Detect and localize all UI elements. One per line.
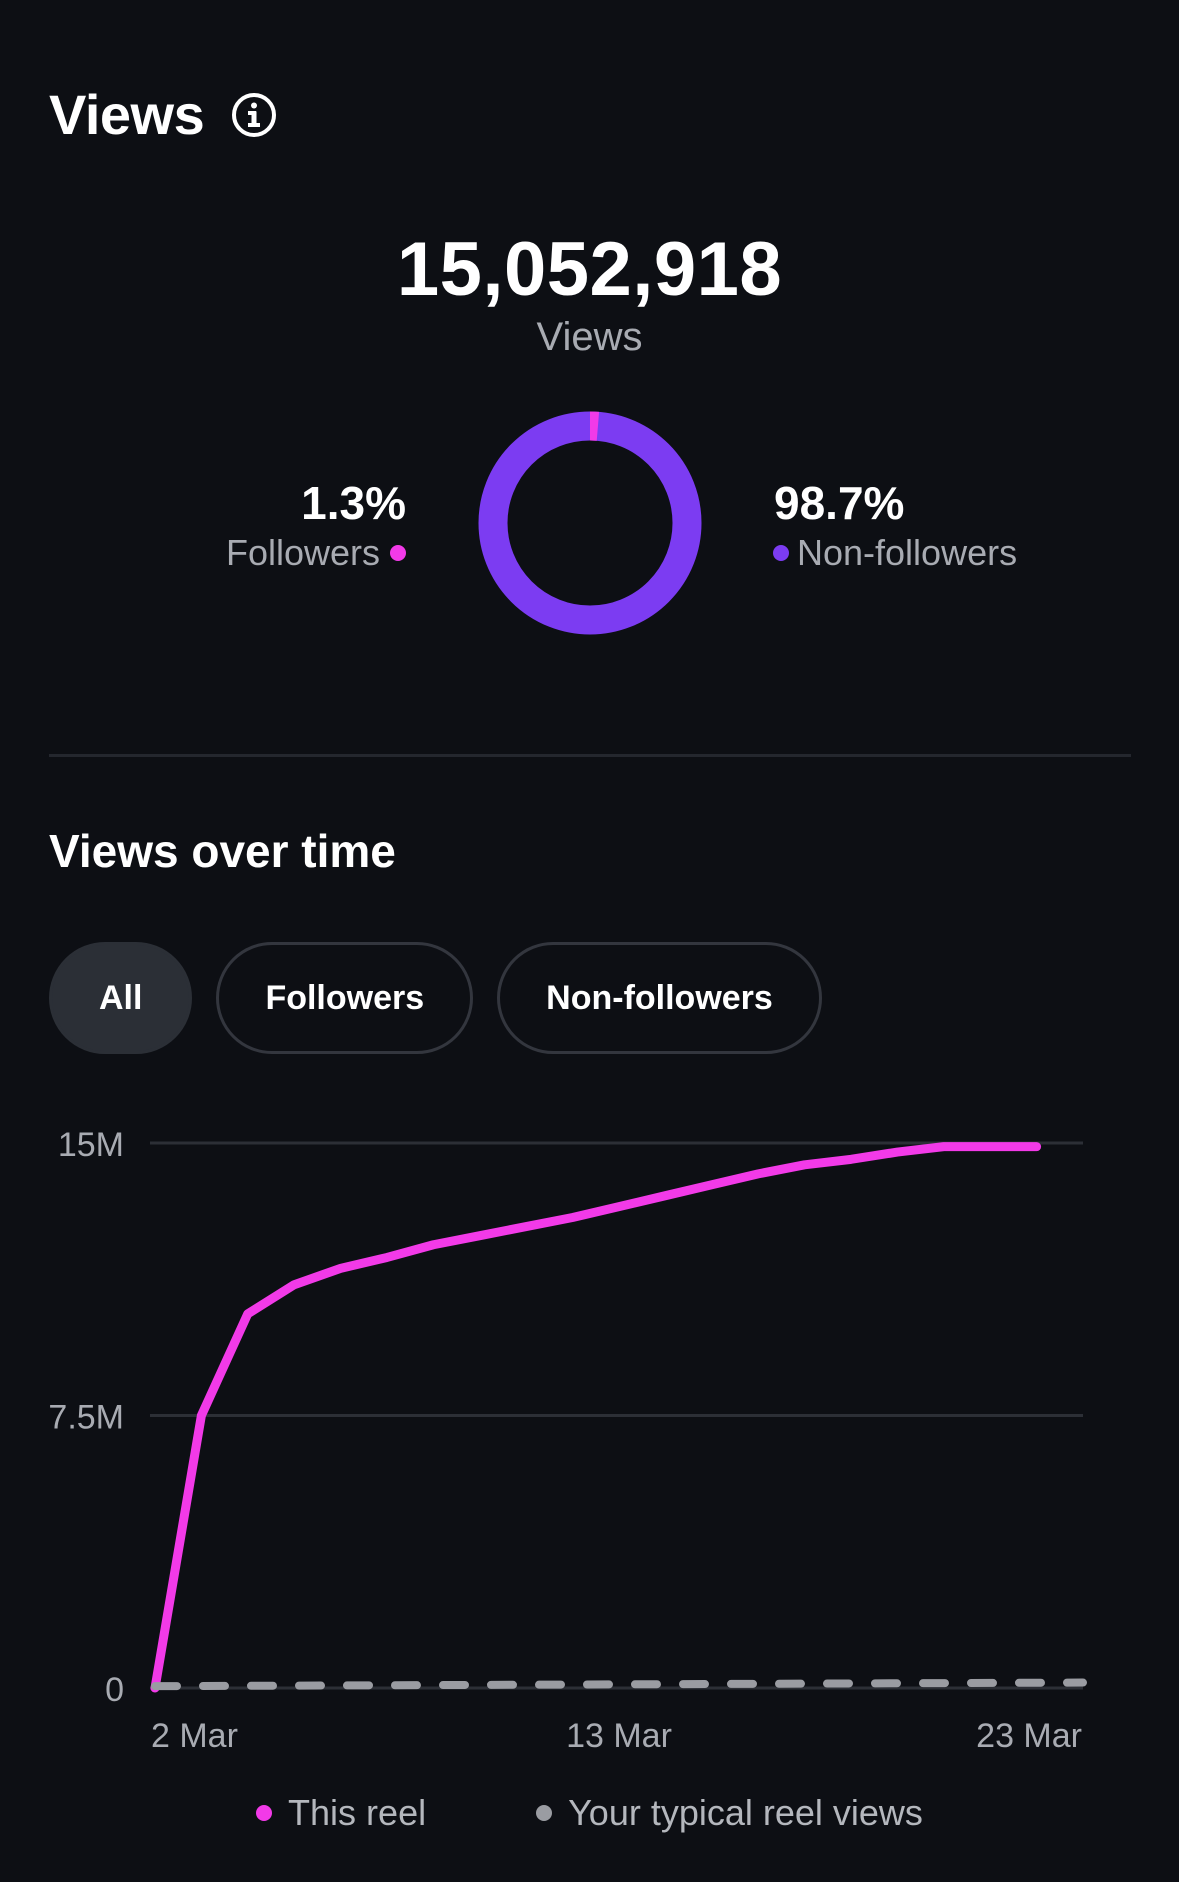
legend-typical-views: Your typical reel views xyxy=(536,1792,923,1834)
filter-chip-followers[interactable]: Followers xyxy=(216,942,474,1054)
x-tick-label: 2 Mar xyxy=(151,1717,238,1755)
views-over-time-title: Views over time xyxy=(49,825,396,877)
y-tick-label: 15M xyxy=(58,1126,124,1164)
y-tick-label: 7.5M xyxy=(48,1399,124,1437)
legend-typical-views-label: Your typical reel views xyxy=(568,1792,923,1833)
info-icon[interactable] xyxy=(230,91,278,139)
views-over-time-chart: 15M 7.5M 0 2 Mar 13 Mar 23 Mar xyxy=(48,1126,1087,1755)
x-tick-label: 13 Mar xyxy=(566,1717,672,1755)
filter-chip-nonfollowers[interactable]: Non-followers xyxy=(497,942,822,1054)
total-views-label: Views xyxy=(536,315,643,359)
page-title: Views xyxy=(49,83,205,146)
followers-donut-chart xyxy=(478,411,702,635)
filter-chip-all[interactable]: All xyxy=(49,942,193,1054)
followers-dot xyxy=(390,545,406,561)
legend-this-reel-label: This reel xyxy=(288,1792,427,1833)
y-tick-label: 0 xyxy=(105,1671,124,1709)
total-views-count: 15,052,918 xyxy=(396,227,783,312)
section-divider xyxy=(49,754,1131,757)
legend-this-reel: This reel xyxy=(256,1792,426,1834)
followers-label: Followers xyxy=(225,532,380,573)
this-reel-line xyxy=(150,1142,1042,1693)
followers-percentage: 1.3% xyxy=(301,477,406,529)
x-tick-label: 23 Mar xyxy=(976,1717,1082,1755)
nonfollowers-legend: Non-followers xyxy=(773,532,1017,574)
nonfollowers-label: Non-followers xyxy=(797,532,1018,573)
followers-legend: Followers xyxy=(226,532,406,574)
chart-legend: This reel Your typical reel views xyxy=(0,1792,1179,1834)
typical-views-line xyxy=(151,1678,1087,1691)
typical-views-dot xyxy=(536,1805,553,1821)
filter-chips: All Followers Non-followers xyxy=(49,942,822,1054)
nonfollowers-percentage: 98.7% xyxy=(774,477,905,529)
nonfollowers-dot xyxy=(773,545,789,561)
donut-nonfollowers-ring xyxy=(478,411,702,635)
views-header: Views xyxy=(49,82,278,147)
this-reel-dot xyxy=(256,1805,273,1821)
